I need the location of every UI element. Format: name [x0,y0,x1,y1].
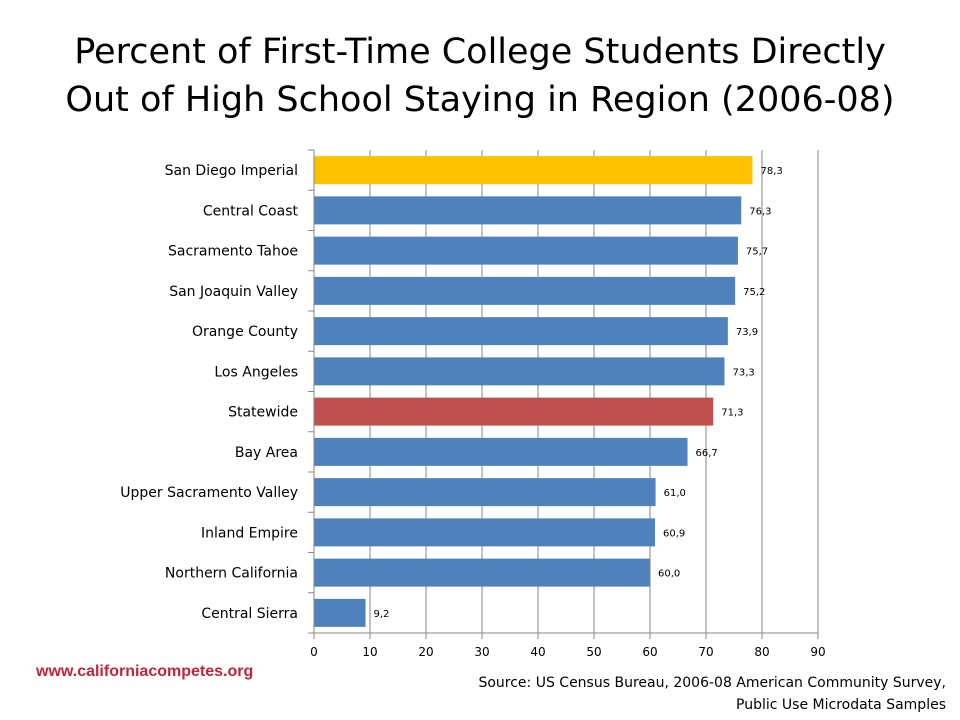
data-label-9: 60,9 [663,528,685,539]
bar-3 [314,276,736,305]
x-tick-label-90: 90 [810,645,825,659]
x-tick-label-30: 30 [474,645,489,659]
x-tick-label-0: 0 [310,645,318,659]
x-tick-label-60: 60 [642,645,657,659]
chart-title-line-2: Out of High School Staying in Region (20… [65,80,895,120]
x-tick-label-10: 10 [362,645,377,659]
data-label-8: 61,0 [664,488,686,499]
category-label-2: Sacramento Tahoe [168,244,298,260]
category-label-11: Central Sierra [201,606,298,622]
bar-10 [314,558,650,587]
category-label-6: Statewide [228,405,298,421]
bar-9 [314,518,656,547]
data-label-10: 60,0 [658,569,680,580]
category-label-4: Orange County [192,324,298,340]
category-label-1: Central Coast [203,203,299,219]
bar-1 [314,196,742,225]
bar-5 [314,357,725,386]
bar-0 [314,156,753,185]
data-label-1: 76,3 [749,206,771,217]
x-tick-label-70: 70 [698,645,713,659]
data-label-0: 78,3 [760,166,782,177]
source-line-1: Source: US Census Bureau, 2006-08 Americ… [478,675,946,691]
chart-title: Percent of First-Time College Students D… [30,28,930,124]
bar-4 [314,317,728,346]
data-label-2: 75,7 [746,247,768,258]
source-line-2: Public Use Microdata Samples [736,697,946,713]
chart-title-line-1: Percent of First-Time College Students D… [74,32,886,72]
data-label-7: 66,7 [696,448,718,459]
category-label-10: Northern California [165,566,298,582]
data-label-4: 73,9 [736,327,758,338]
data-label-5: 73,3 [732,367,754,378]
category-label-0: San Diego Imperial [165,163,298,179]
bar-7 [314,437,688,466]
data-label-11: 9,2 [374,609,390,620]
x-tick-label-50: 50 [586,645,601,659]
bar-6 [314,397,714,426]
website-link[interactable]: www.californiacompetes.org [36,663,254,680]
x-tick-label-20: 20 [418,645,433,659]
bar-8 [314,478,656,507]
category-label-3: San Joaquin Valley [169,284,298,300]
x-tick-label-40: 40 [530,645,545,659]
bar-11 [314,598,366,627]
x-tick-label-80: 80 [754,645,769,659]
category-label-5: Los Angeles [214,364,298,380]
category-label-8: Upper Sacramento Valley [120,485,298,501]
bar-2 [314,236,738,265]
data-label-3: 75,2 [743,287,765,298]
data-label-6: 71,3 [721,408,743,419]
category-label-7: Bay Area [235,445,298,461]
category-label-9: Inland Empire [201,525,298,541]
source-note: Source: US Census Bureau, 2006-08 Americ… [478,672,946,716]
